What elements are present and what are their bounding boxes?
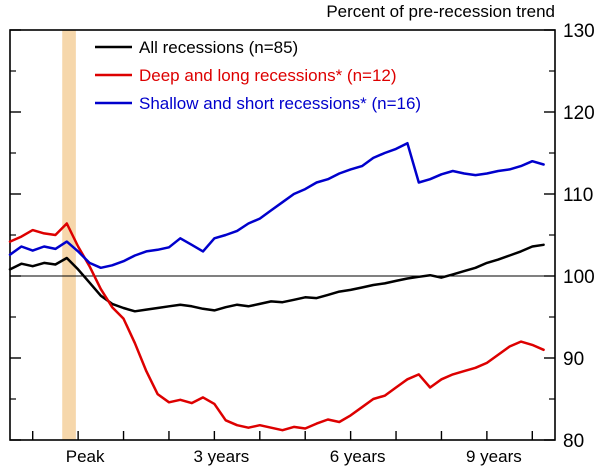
x-axis-label-6years: 6 years xyxy=(330,447,386,466)
x-axis-label-3years: 3 years xyxy=(194,447,250,466)
y-axis-label-110: 110 xyxy=(563,185,593,206)
y-axis-label-90: 90 xyxy=(563,349,584,370)
recession-band xyxy=(62,30,76,440)
series-lines xyxy=(8,141,545,432)
legend: All recessions (n=85) Deep and long rece… xyxy=(95,38,421,113)
ticks-layer xyxy=(10,29,555,441)
x-axis-label-peak: Peak xyxy=(66,447,105,466)
legend-label-deep-long: Deep and long recessions* (n=12) xyxy=(139,66,397,85)
y-axis-label-80: 80 xyxy=(563,431,584,452)
series-line-1 xyxy=(8,222,545,432)
legend-label-all-recessions: All recessions (n=85) xyxy=(139,38,298,57)
chart-title: Percent of pre-recession trend xyxy=(326,2,555,21)
y-axis-label-130: 130 xyxy=(563,21,595,42)
x-axis-label-9years: 9 years xyxy=(466,447,522,466)
series-line-0 xyxy=(8,243,545,313)
band-layer xyxy=(62,30,76,440)
series-line-2 xyxy=(8,141,545,270)
y-axis-label-100: 100 xyxy=(563,267,595,288)
plot-frame xyxy=(9,29,556,441)
y-axis-label-120: 120 xyxy=(563,103,595,124)
legend-label-shallow-short: Shallow and short recessions* (n=16) xyxy=(139,94,421,113)
